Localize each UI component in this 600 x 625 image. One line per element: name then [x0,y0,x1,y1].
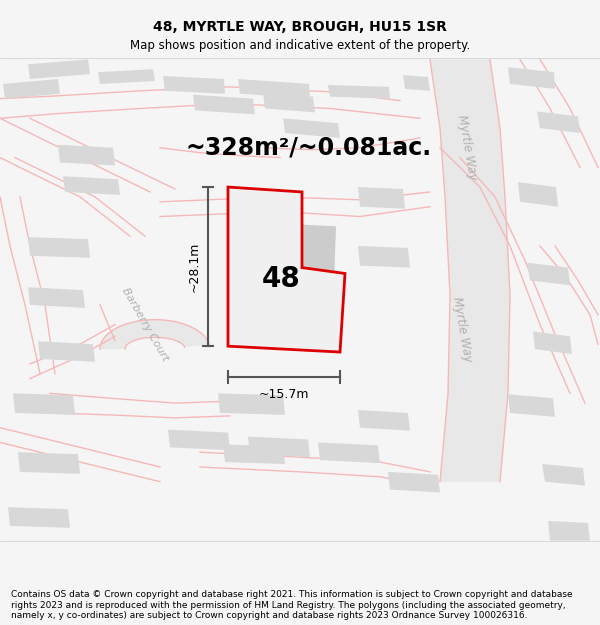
Polygon shape [28,237,90,258]
Text: Map shows position and indicative extent of the property.: Map shows position and indicative extent… [130,39,470,51]
Polygon shape [193,95,255,114]
Text: Contains OS data © Crown copyright and database right 2021. This information is : Contains OS data © Crown copyright and d… [11,590,572,620]
Polygon shape [403,75,430,91]
Polygon shape [533,331,572,354]
Polygon shape [240,221,336,341]
Polygon shape [228,187,345,352]
Text: 48: 48 [262,266,301,293]
Polygon shape [263,92,315,112]
Polygon shape [3,79,60,99]
Polygon shape [168,429,230,450]
Polygon shape [63,176,120,195]
Polygon shape [13,393,75,415]
Polygon shape [218,393,285,415]
Polygon shape [508,68,555,89]
Polygon shape [358,187,405,209]
Polygon shape [542,464,585,486]
Polygon shape [58,145,115,166]
Text: Myrtle Way: Myrtle Way [455,114,479,181]
Polygon shape [283,118,340,138]
Polygon shape [28,288,85,308]
Polygon shape [537,111,580,133]
Polygon shape [318,442,380,463]
Text: Myrtle Way: Myrtle Way [450,296,474,363]
Text: 48, MYRTLE WAY, BROUGH, HU15 1SR: 48, MYRTLE WAY, BROUGH, HU15 1SR [153,20,447,34]
Polygon shape [28,59,90,79]
Text: ~328m²/~0.081ac.: ~328m²/~0.081ac. [185,136,431,160]
Text: Barberry Court: Barberry Court [120,286,170,363]
Polygon shape [518,182,558,207]
Polygon shape [38,341,95,362]
Polygon shape [223,444,285,464]
Polygon shape [508,394,555,417]
Polygon shape [548,521,590,541]
Polygon shape [358,246,410,268]
Polygon shape [358,410,410,431]
Text: ~15.7m: ~15.7m [259,388,309,401]
Polygon shape [527,262,570,285]
Polygon shape [328,85,390,99]
Polygon shape [238,79,310,99]
Polygon shape [388,472,440,492]
Text: ~28.1m: ~28.1m [187,241,200,292]
Polygon shape [430,59,510,482]
Polygon shape [18,452,80,474]
Polygon shape [248,436,310,457]
Polygon shape [98,69,155,84]
Polygon shape [100,319,209,349]
Polygon shape [8,508,70,528]
Polygon shape [163,76,225,94]
